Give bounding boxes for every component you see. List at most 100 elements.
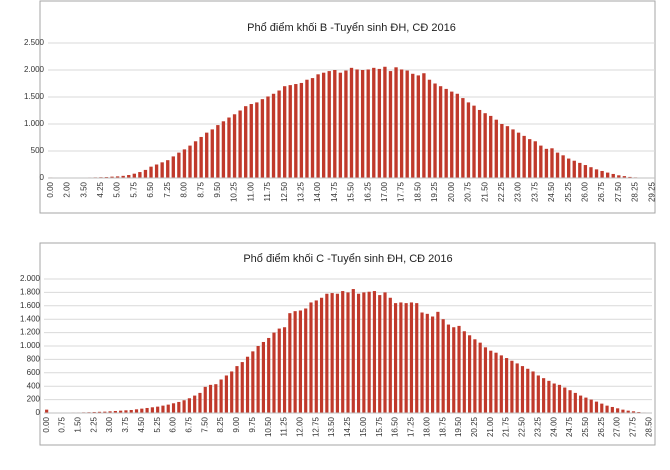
bar — [272, 333, 275, 413]
x-tick-label: 20.00 — [447, 181, 456, 202]
x-tick-label: 20.75 — [464, 181, 473, 202]
x-tick-label: 18.00 — [422, 416, 431, 437]
bar — [595, 169, 598, 178]
bar — [505, 358, 508, 413]
bar — [222, 121, 225, 178]
x-tick-label: 26.00 — [580, 181, 589, 202]
bar — [166, 160, 169, 178]
bar — [447, 325, 450, 413]
bar — [205, 133, 208, 178]
bar — [389, 71, 392, 178]
y-tick-label: 0 — [36, 408, 41, 417]
bar — [155, 165, 158, 179]
y-tick-label: 1.000 — [20, 341, 41, 350]
bar — [394, 303, 397, 413]
x-tick-label: 12.00 — [296, 416, 305, 437]
bar — [262, 342, 265, 413]
bar — [257, 346, 260, 413]
bar — [420, 313, 423, 414]
bar — [422, 73, 425, 178]
x-tick-label: 0.00 — [46, 181, 55, 197]
x-tick-label: 27.75 — [629, 416, 638, 437]
x-tick-label: 25.50 — [581, 416, 590, 437]
bar — [177, 153, 180, 178]
x-tick-label: 6.00 — [169, 416, 178, 432]
bar — [288, 313, 291, 413]
bar — [140, 409, 143, 413]
bar — [517, 133, 520, 178]
bar — [456, 94, 459, 178]
bar — [526, 369, 529, 413]
bar — [522, 136, 525, 178]
bar — [442, 319, 445, 413]
bar — [289, 85, 292, 178]
bar — [216, 125, 219, 178]
bar — [389, 298, 392, 413]
x-tick-label: 15.00 — [359, 416, 368, 437]
bar — [235, 366, 238, 413]
bar — [341, 291, 344, 413]
bar — [473, 339, 476, 413]
bar — [230, 371, 233, 413]
x-tick-label: 8.25 — [216, 416, 225, 432]
bar — [400, 69, 403, 178]
bar — [199, 137, 202, 178]
bar — [255, 102, 258, 178]
bar — [362, 292, 365, 413]
bar — [241, 362, 244, 413]
bar — [521, 366, 524, 413]
bar — [452, 327, 455, 413]
bar — [547, 381, 550, 413]
x-tick-label: 8.75 — [196, 181, 205, 197]
bar — [479, 343, 482, 413]
x-tick-label: 15.50 — [347, 181, 356, 202]
y-tick-label: 1.600 — [20, 301, 41, 310]
x-tick-label: 2.00 — [63, 181, 72, 197]
bar — [528, 139, 531, 178]
bar — [600, 404, 603, 413]
y-tick-label: 2.000 — [24, 65, 45, 74]
x-tick-label: 29.25 — [647, 181, 656, 202]
bar — [209, 385, 212, 413]
bar — [433, 84, 436, 179]
bar — [355, 69, 358, 178]
x-tick-label: 21.00 — [486, 416, 495, 437]
bar — [484, 347, 487, 413]
bar — [489, 351, 492, 413]
bar — [426, 314, 429, 413]
x-tick-label: 3.75 — [121, 416, 130, 432]
x-tick-label: 17.75 — [397, 181, 406, 202]
bar — [357, 294, 360, 413]
bar — [417, 75, 420, 178]
x-tick-label: 26.75 — [597, 181, 606, 202]
y-tick-label: 600 — [27, 368, 41, 377]
x-tick-label: 9.50 — [213, 181, 222, 197]
y-tick-label: 500 — [31, 146, 45, 155]
bar — [361, 70, 364, 178]
x-tick-label: 19.50 — [454, 416, 463, 437]
bar — [574, 393, 577, 413]
bar — [511, 129, 514, 178]
bar — [444, 89, 447, 178]
bar — [378, 69, 381, 178]
x-tick-label: 22.25 — [497, 181, 506, 202]
bar — [534, 141, 537, 178]
bar — [322, 73, 325, 178]
bar — [331, 293, 334, 413]
x-tick-label: 19.25 — [430, 181, 439, 202]
x-tick-label: 13.50 — [327, 416, 336, 437]
bar — [611, 407, 614, 413]
bar — [510, 361, 513, 413]
bar — [405, 303, 408, 413]
bar — [500, 124, 503, 178]
y-tick-label: 400 — [27, 381, 41, 390]
bar — [584, 398, 587, 413]
y-tick-label: 1.800 — [20, 288, 41, 297]
x-tick-label: 6.50 — [146, 181, 155, 197]
bar — [146, 408, 149, 413]
x-tick-label: 5.00 — [113, 181, 122, 197]
bar — [138, 172, 141, 178]
bar — [183, 149, 186, 178]
bar — [410, 302, 413, 413]
